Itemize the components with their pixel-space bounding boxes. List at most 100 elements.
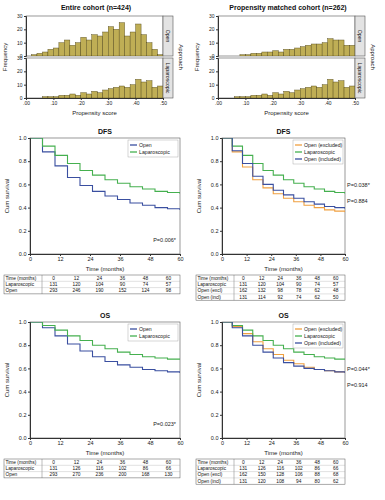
y-axis-line: [28, 139, 31, 255]
bar: [295, 48, 300, 56]
bar: [240, 97, 245, 98]
tick-label: 1.0: [211, 135, 219, 141]
table-cell: 108: [276, 479, 284, 484]
tick-label: 60: [342, 256, 348, 262]
bar: [70, 45, 75, 56]
x-axis-tick: 48: [147, 438, 153, 446]
bar: [223, 56, 228, 57]
tick-mark: [28, 322, 30, 323]
figure: Entire cohort (n=424)0102030Open0102030L…: [0, 0, 385, 500]
facet-title: Approach: [178, 44, 184, 70]
x-axis-tick: 12: [244, 438, 250, 446]
risk-table: Time (months)01224364860Laparoscopic1311…: [4, 459, 180, 478]
tick-mark: [216, 98, 218, 99]
bar: [31, 55, 36, 56]
tick-mark: [216, 16, 218, 17]
table-cell: Laparoscopic: [6, 466, 35, 471]
bar: [92, 35, 97, 56]
facet-label: Laparoscopic: [165, 63, 171, 94]
x-axis-tick: .40: [133, 98, 140, 106]
bar: [234, 56, 239, 57]
x-axis-tick: 36: [117, 254, 123, 262]
bar: [278, 94, 283, 98]
bar: [42, 52, 47, 56]
tick-mark: [216, 85, 218, 86]
bar: [311, 44, 316, 56]
y-axis-tick: 0.4: [19, 205, 30, 211]
bar: [306, 87, 311, 98]
risk-table: Time (months)01224364860Laparoscopic1311…: [4, 275, 180, 294]
tick-label: 0.2: [19, 228, 27, 234]
bar: [251, 95, 256, 98]
bar: [136, 24, 141, 56]
x-axis-title: Time (months): [264, 266, 302, 272]
x-axis-tick: 0: [29, 254, 32, 262]
table-cell: 126: [258, 466, 266, 471]
tick-label: .50: [352, 100, 359, 106]
x-axis-title: Propensity score: [72, 110, 117, 116]
tick-mark: [220, 254, 222, 255]
tick-label: .00: [215, 100, 222, 106]
legend-box: [293, 140, 343, 164]
x-axis-tick: .30: [297, 98, 304, 106]
y-axis-tick: 0.4: [19, 389, 30, 395]
x-axis-tick: 36: [293, 254, 299, 262]
x-axis-tick: 24: [87, 254, 93, 262]
y-axis-line: [216, 59, 219, 99]
bar: [267, 95, 272, 98]
bar: [328, 39, 333, 56]
table-cell: 0: [52, 460, 55, 465]
facet-title: Approach: [370, 44, 376, 70]
bar: [92, 91, 97, 98]
table-border: [196, 459, 345, 484]
bar: [223, 98, 228, 99]
chart-title: DFS: [98, 128, 112, 135]
tick-label: .10: [50, 100, 57, 106]
table-cell: 131: [239, 282, 247, 287]
y-axis-line: [220, 139, 223, 255]
bar: [322, 85, 327, 98]
survival-line: [222, 322, 345, 372]
table-cell: 62: [315, 288, 321, 293]
y-axis-tick: 10: [17, 40, 26, 46]
bar: [147, 81, 152, 98]
y-axis: 0.00.20.40.60.81.0: [19, 135, 31, 257]
legend-label: Laparoscopic: [139, 333, 170, 339]
tick-label: 48: [318, 256, 324, 262]
legend-swatch: [130, 328, 137, 329]
plot-frame: [26, 16, 163, 56]
legend-swatch: [295, 342, 302, 343]
bar: [267, 52, 272, 56]
tick-label: 10: [17, 82, 23, 88]
bar: [86, 40, 91, 56]
table-cell: 60: [333, 276, 339, 281]
table-cell: 131: [239, 466, 247, 471]
bar: [136, 79, 141, 98]
bar: [125, 87, 130, 98]
tick-label: 12: [244, 440, 250, 446]
tick-label: 10: [209, 82, 215, 88]
bar: [75, 43, 80, 56]
table-cell: Time (months): [6, 276, 37, 281]
y-axis-tick: 0.6: [19, 182, 30, 188]
bar: [119, 86, 124, 98]
legend: Open (excluded)LaparoscopicOpen (include…: [293, 140, 343, 164]
table-cell: 132: [258, 288, 266, 293]
table-cell: 293: [49, 472, 57, 477]
tick-label: 24: [269, 440, 275, 446]
bar: [256, 53, 261, 56]
bar: [53, 48, 58, 56]
legend-swatch: [130, 335, 137, 336]
legend-box: [128, 324, 178, 341]
y-axis-tick: 10: [209, 40, 218, 46]
tick-mark: [24, 43, 26, 44]
table-cell: 88: [315, 472, 321, 477]
table-rule: [4, 287, 180, 288]
table-cell: 12: [74, 460, 80, 465]
tick-label: 10: [17, 40, 23, 46]
x-axis: 01224364860: [221, 438, 349, 446]
tick-label: 36: [293, 440, 299, 446]
plot-frame: [218, 16, 355, 56]
table-cell: 293: [49, 288, 57, 293]
x-axis-title: Time (months): [264, 450, 302, 456]
